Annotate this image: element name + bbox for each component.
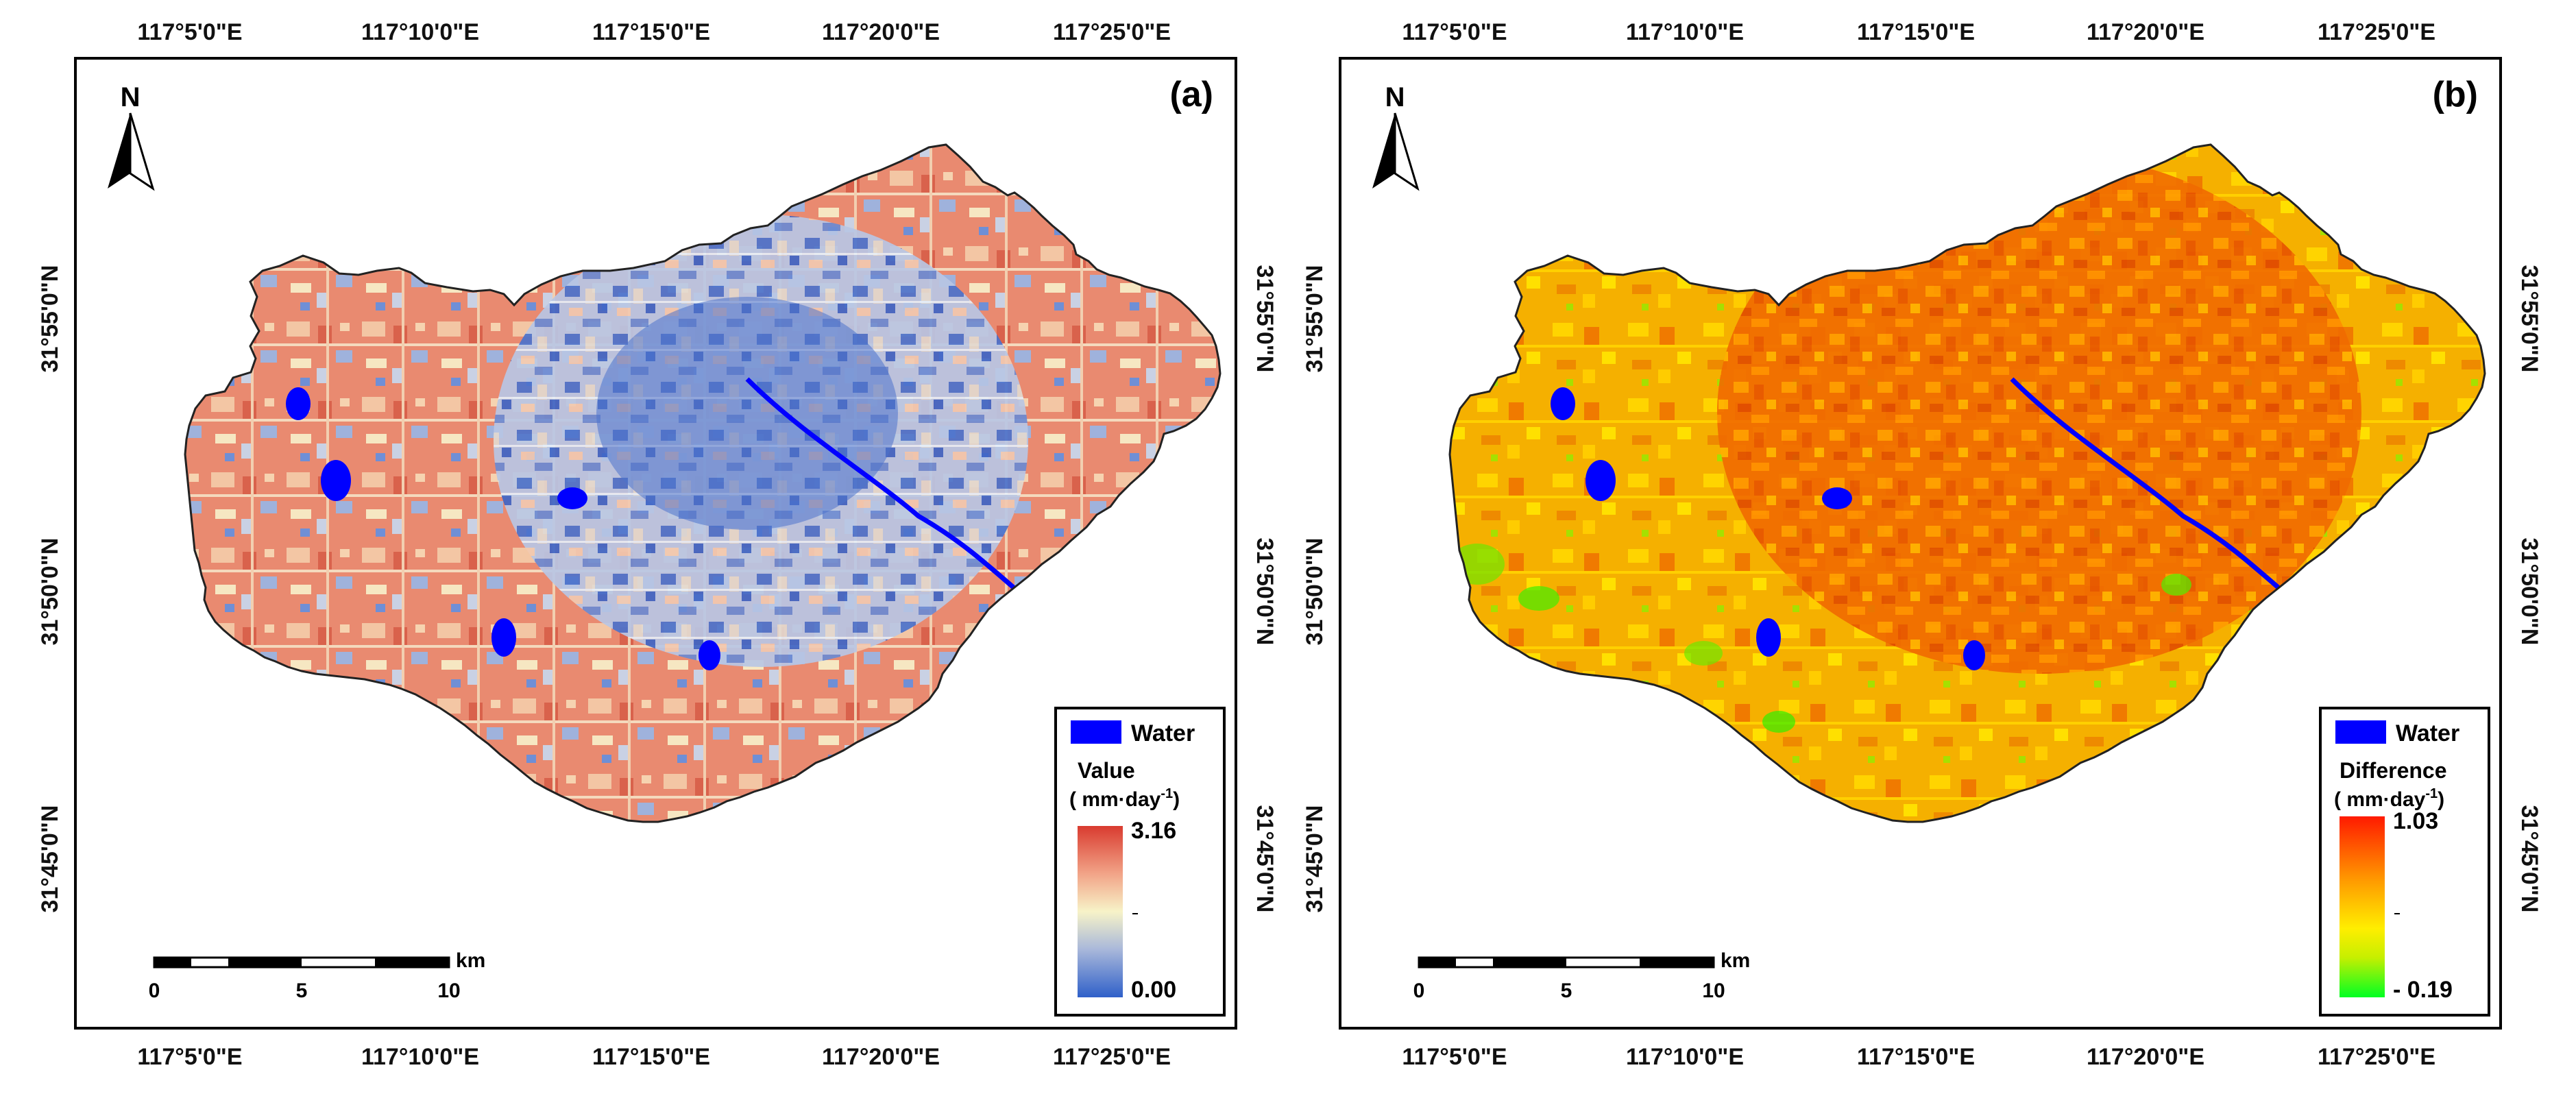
lake: [1551, 387, 1575, 420]
panel-b-letter: (b): [2433, 75, 2478, 114]
legend-max: 3.16: [1131, 818, 1176, 844]
legend: Water Difference ( mm·day-1) 1.03 - 0.19: [2319, 707, 2490, 1017]
north-label: N: [121, 82, 141, 112]
svg-text:117°25'0"E: 117°25'0"E: [1053, 19, 1171, 45]
green-patch: [1684, 641, 1723, 666]
north-label: N: [1385, 82, 1405, 112]
svg-text:31°55'0"N: 31°55'0"N: [1252, 265, 1278, 373]
panel-b-left-ticks: 31°55'0"N 31°50'0"N 31°45'0"N: [1302, 265, 1328, 913]
svg-text:117°5'0"E: 117°5'0"E: [1402, 1044, 1507, 1070]
water-label: Water: [2396, 720, 2459, 746]
svg-text:117°15'0"E: 117°15'0"E: [1857, 1044, 1975, 1070]
urban-core-dense: [596, 297, 898, 530]
lake: [286, 387, 311, 420]
scale-bar: km 0 5 10: [1413, 949, 1751, 1002]
svg-text:31°50'0"N: 31°50'0"N: [1252, 538, 1278, 646]
svg-text:31°55'0"N: 31°55'0"N: [37, 265, 63, 373]
svg-text:117°25'0"E: 117°25'0"E: [2318, 19, 2435, 45]
water-swatch: [2335, 720, 2386, 744]
scale-unit: km: [456, 949, 485, 972]
legend-min: - 0.19: [2393, 977, 2453, 1003]
water-swatch: [1071, 720, 1121, 744]
green-patch: [1518, 586, 1559, 611]
lake: [1822, 487, 1852, 509]
svg-text:31°55'0"N: 31°55'0"N: [1302, 265, 1328, 373]
scale-unit: km: [1721, 949, 1750, 972]
north-arrow-icon: N: [108, 82, 155, 191]
svg-text:117°10'0"E: 117°10'0"E: [361, 19, 479, 45]
svg-text:31°45'0"N: 31°45'0"N: [1252, 805, 1278, 913]
panel-b-bottom-ticks: 117°5'0"E 117°10'0"E 117°15'0"E 117°20'0…: [1402, 1044, 2435, 1070]
legend-unit: ( mm·day: [2334, 788, 2426, 811]
scale-label-5: 5: [1561, 980, 1572, 1002]
colorbar: [2340, 816, 2385, 997]
svg-text:117°10'0"E: 117°10'0"E: [1626, 19, 1744, 45]
svg-text:117°10'0"E: 117°10'0"E: [361, 1044, 479, 1070]
legend-unit-exp: -1: [1161, 786, 1173, 801]
svg-text:117°15'0"E: 117°15'0"E: [1857, 19, 1975, 45]
north-arrow-icon: N: [1372, 82, 1420, 191]
legend: Water Value ( mm·day-1) 3.16 0.00: [1054, 707, 1226, 1017]
legend-unit: ( mm·day: [1069, 788, 1161, 811]
lake: [491, 618, 516, 657]
svg-text:( mm·day-1): ( mm·day-1): [2334, 786, 2444, 811]
scale-label-0: 0: [149, 980, 160, 1002]
scale-label-10: 10: [1702, 980, 1725, 1002]
panel-a-letter: (a): [1169, 75, 1213, 114]
panel-b-top-ticks: 117°5'0"E 117°10'0"E 117°15'0"E 117°20'0…: [1402, 19, 2435, 45]
panel-b: N (b) km 0 5 10 Water Difference ( mm·da…: [1339, 57, 2502, 1030]
water-label: Water: [1131, 720, 1195, 746]
svg-text:117°25'0"E: 117°25'0"E: [1053, 1044, 1171, 1070]
svg-text:117°5'0"E: 117°5'0"E: [137, 19, 242, 45]
panel-a-right-ticks: 31°55'0"N 31°50'0"N 31°45'0"N: [1252, 265, 1278, 913]
svg-text:117°5'0"E: 117°5'0"E: [1402, 19, 1507, 45]
green-patch: [1762, 711, 1795, 733]
legend-unit-exp: -1: [2425, 786, 2438, 801]
panel-a-map: [184, 143, 1222, 823]
svg-text:31°45'0"N: 31°45'0"N: [2516, 805, 2542, 913]
scale-bar: km 0 5 10: [149, 949, 486, 1002]
svg-text:( mm·day-1): ( mm·day-1): [1069, 786, 1180, 811]
svg-text:31°55'0"N: 31°55'0"N: [2516, 265, 2542, 373]
svg-text:117°5'0"E: 117°5'0"E: [137, 1044, 242, 1070]
lake: [1963, 640, 1985, 670]
green-patch: [2161, 574, 2191, 596]
lake: [1585, 460, 1616, 501]
panel-a-bottom-ticks: 117°5'0"E 117°10'0"E 117°15'0"E 117°20'0…: [137, 1044, 1171, 1070]
colorbar: [1078, 826, 1123, 997]
lake: [1756, 618, 1781, 657]
svg-text:117°20'0"E: 117°20'0"E: [822, 19, 940, 45]
svg-text:117°15'0"E: 117°15'0"E: [592, 19, 710, 45]
urban-core: [1717, 153, 2361, 674]
panel-a-left-ticks: 31°55'0"N 31°50'0"N 31°45'0"N: [37, 265, 63, 913]
panel-a: N (a) km 0 5 10 Water Value ( mm·day-1) …: [74, 57, 1237, 1030]
legend-max: 1.03: [2393, 808, 2438, 834]
svg-text:117°20'0"E: 117°20'0"E: [822, 1044, 940, 1070]
panel-a-top-ticks: 117°5'0"E 117°10'0"E 117°15'0"E 117°20'0…: [137, 19, 1171, 45]
panel-b-map: [1448, 143, 2486, 823]
lake: [698, 640, 720, 670]
legend-title: Difference: [2340, 758, 2447, 783]
legend-title: Value: [1078, 758, 1135, 783]
svg-text:31°45'0"N: 31°45'0"N: [37, 805, 63, 913]
svg-text:31°50'0"N: 31°50'0"N: [2516, 538, 2542, 646]
legend-min: 0.00: [1131, 977, 1176, 1003]
svg-text:117°10'0"E: 117°10'0"E: [1626, 1044, 1744, 1070]
svg-text:31°50'0"N: 31°50'0"N: [37, 538, 63, 646]
svg-text:31°45'0"N: 31°45'0"N: [1302, 805, 1328, 913]
svg-text:31°50'0"N: 31°50'0"N: [1302, 538, 1328, 646]
legend-unit-close: ): [1173, 788, 1180, 811]
legend-unit-close: ): [2438, 788, 2444, 811]
svg-text:117°25'0"E: 117°25'0"E: [2318, 1044, 2435, 1070]
scale-label-5: 5: [296, 980, 308, 1002]
svg-text:117°20'0"E: 117°20'0"E: [2087, 1044, 2204, 1070]
svg-text:117°15'0"E: 117°15'0"E: [592, 1044, 710, 1070]
lake: [321, 460, 351, 501]
scale-label-10: 10: [437, 980, 460, 1002]
panel-b-right-ticks: 31°55'0"N 31°50'0"N 31°45'0"N: [2516, 265, 2542, 913]
scale-label-0: 0: [1413, 980, 1425, 1002]
lake: [557, 487, 587, 509]
svg-text:117°20'0"E: 117°20'0"E: [2087, 19, 2204, 45]
